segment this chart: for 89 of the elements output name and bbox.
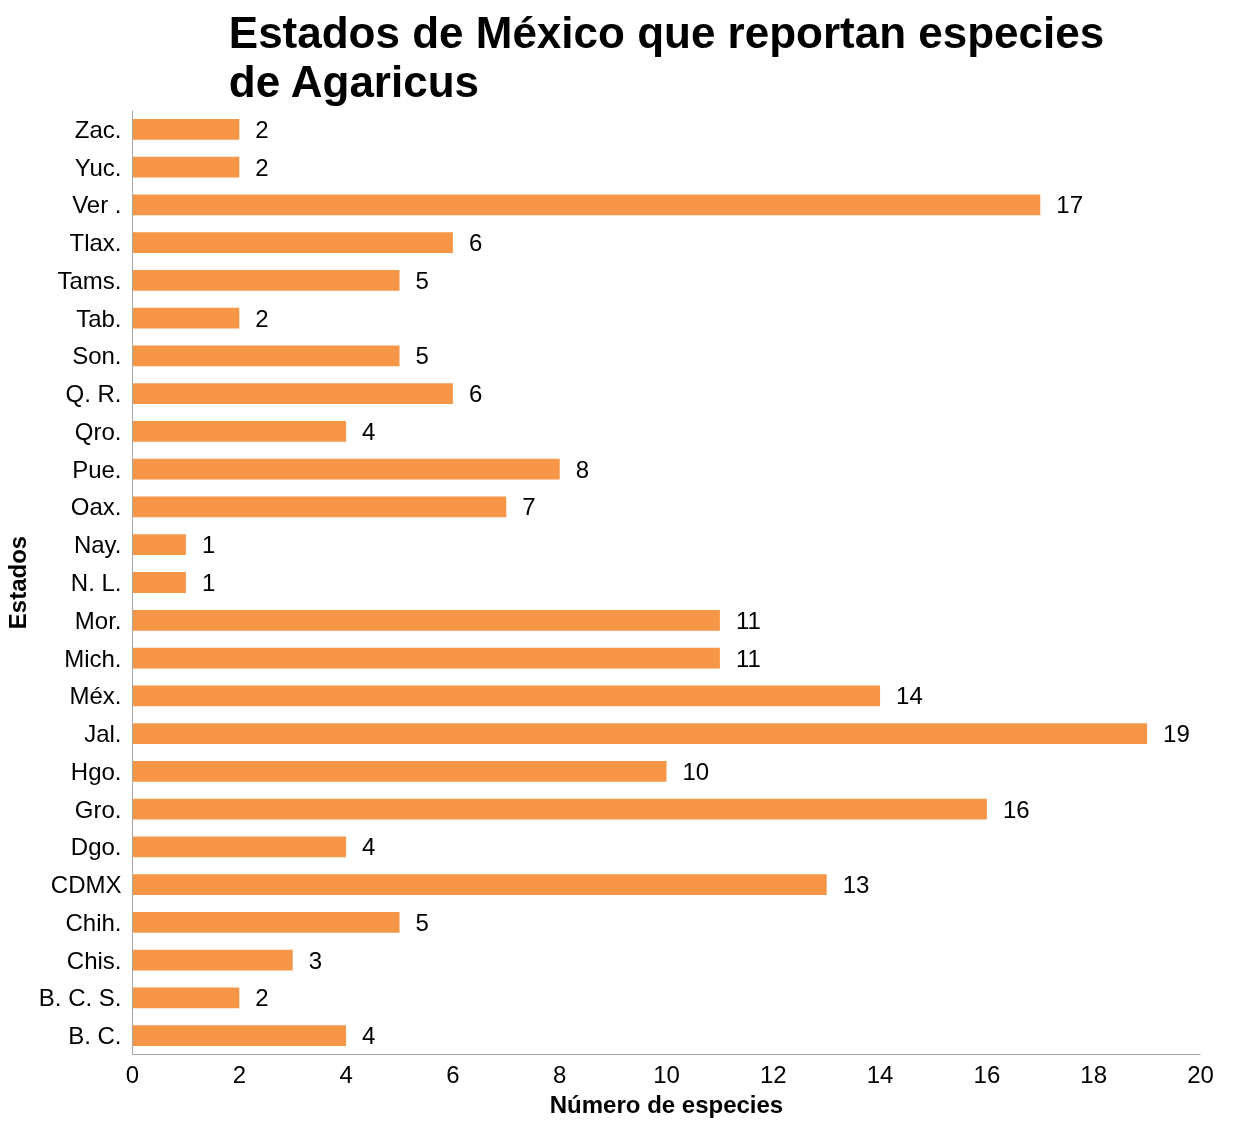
y-tick-label: Tab. (76, 304, 122, 332)
data-label: 5 (415, 342, 429, 370)
data-label: 8 (575, 455, 590, 483)
bar (132, 949, 293, 971)
x-tick-label: 12 (759, 1060, 787, 1088)
bar (132, 1025, 347, 1046)
x-tick-label: 16 (973, 1060, 1001, 1088)
y-tick-label: Hgo. (70, 757, 122, 785)
y-tick-label: Mor. (74, 606, 122, 634)
chart-title: Estados de México que reportan especies de Agaricus (228, 7, 1105, 106)
x-tick-label: 2 (232, 1060, 246, 1088)
data-label: 2 (255, 153, 269, 181)
y-tick-label: B. C. (68, 1022, 122, 1050)
bar (132, 760, 667, 782)
y-axis-title: Estados (3, 535, 31, 630)
bar (132, 836, 347, 858)
y-tick-label: B. C. S. (38, 984, 122, 1012)
bar (132, 307, 240, 329)
data-label: 5 (415, 908, 429, 936)
y-tick-label: Oax. (70, 493, 122, 521)
bar (132, 232, 453, 254)
y-tick-label: CDMX (50, 871, 122, 899)
data-label: 4 (362, 1022, 376, 1050)
x-tick-label: 14 (866, 1060, 894, 1088)
x-tick-label: 0 (125, 1060, 140, 1088)
data-label: 17 (1056, 191, 1084, 219)
bar (132, 723, 1148, 744)
y-tick-label: Qro. (74, 417, 122, 445)
y-tick-label: Zac. (74, 115, 122, 143)
y-tick-label: Mich. (64, 644, 122, 672)
bar (132, 421, 347, 442)
data-label: 16 (1002, 795, 1030, 823)
data-label: 2 (255, 304, 269, 332)
data-label: 1 (201, 531, 216, 559)
data-label: 14 (896, 682, 923, 710)
y-tick-label: Tams. (57, 266, 122, 294)
bar (132, 911, 400, 933)
bar (132, 458, 560, 480)
bar (132, 647, 720, 669)
data-label: 6 (468, 380, 483, 408)
data-label: 11 (735, 644, 761, 672)
y-tick-label: N. L. (70, 569, 122, 596)
data-label: 19 (1163, 720, 1190, 748)
data-label: 7 (522, 493, 536, 521)
y-tick-label: Tlax. (69, 229, 122, 257)
x-tick-label: 10 (653, 1060, 680, 1088)
y-tick-label: Chih. (65, 908, 122, 936)
bar (132, 685, 881, 707)
bar (132, 270, 400, 291)
data-label: 4 (362, 833, 376, 861)
data-label: 11 (735, 606, 761, 634)
bar (132, 534, 186, 556)
y-tick-label: Nay. (73, 531, 122, 559)
y-tick-label: Chis. (66, 946, 122, 974)
y-tick-label: Q. R. (65, 380, 122, 408)
bar (132, 345, 400, 367)
bar (132, 119, 240, 140)
data-label: 6 (468, 229, 483, 257)
y-tick-label: Son. (72, 342, 122, 370)
y-tick-label: Dgo. (70, 833, 122, 861)
x-tick-label: 20 (1187, 1060, 1214, 1088)
data-label: 10 (682, 757, 710, 785)
data-label: 4 (362, 417, 376, 445)
bar (132, 987, 240, 1009)
x-tick-label: 4 (339, 1060, 353, 1088)
data-label: 2 (255, 984, 269, 1012)
bar (132, 874, 827, 895)
y-tick-label: Pue. (72, 455, 122, 483)
bar (132, 383, 453, 405)
x-axis-title: Número de especies (549, 1090, 784, 1118)
bar (132, 609, 720, 631)
data-label: 1 (201, 569, 216, 596)
data-label: 5 (415, 266, 429, 294)
bar (132, 496, 507, 518)
data-label: 3 (308, 946, 323, 974)
data-label: 13 (842, 871, 870, 899)
y-tick-label: Jal. (84, 720, 122, 748)
bar (132, 798, 987, 820)
bar (132, 572, 186, 593)
x-tick-label: 18 (1080, 1060, 1108, 1088)
bar (132, 194, 1041, 216)
y-tick-label: Gro. (74, 795, 122, 823)
y-tick-label: Méx. (69, 682, 122, 710)
x-tick-label: 6 (446, 1060, 460, 1088)
y-tick-label: Ver . (72, 191, 122, 219)
data-label: 2 (255, 115, 269, 143)
bar (132, 156, 240, 178)
x-tick-label: 8 (553, 1060, 567, 1088)
y-tick-label: Yuc. (74, 153, 122, 181)
